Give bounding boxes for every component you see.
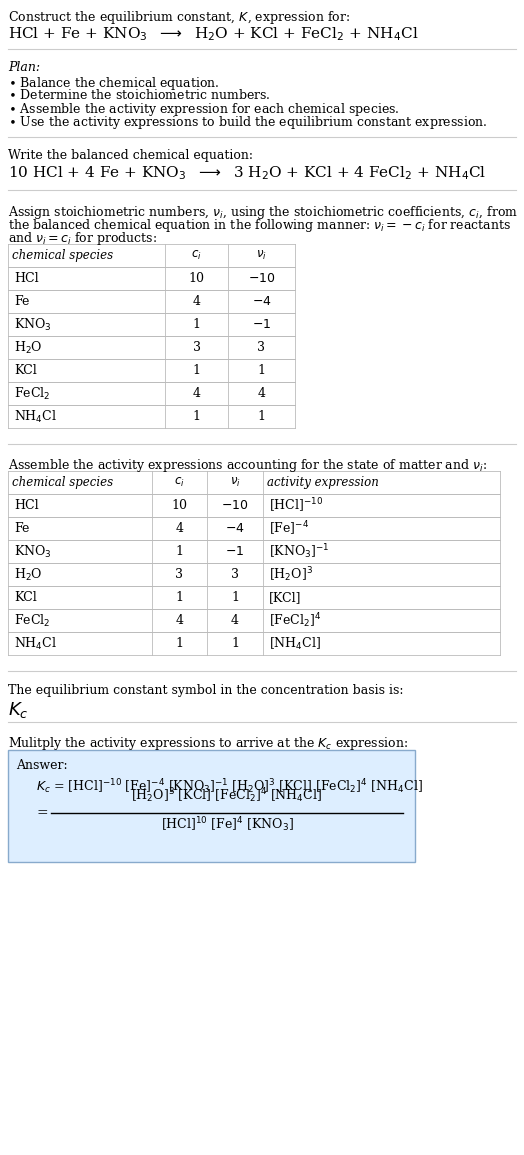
Text: $-10$: $-10$ xyxy=(248,271,275,285)
Text: KCl: KCl xyxy=(14,591,37,604)
Bar xyxy=(8,313,295,336)
Text: 3: 3 xyxy=(231,568,239,581)
Text: $\nu_i$: $\nu_i$ xyxy=(230,476,241,489)
Text: 4: 4 xyxy=(192,295,201,308)
Text: [KNO$_3$]$^{-1}$: [KNO$_3$]$^{-1}$ xyxy=(269,542,330,561)
Text: 4: 4 xyxy=(176,614,183,627)
Bar xyxy=(8,359,295,382)
Text: $\bullet$ Balance the chemical equation.: $\bullet$ Balance the chemical equation. xyxy=(8,75,220,92)
Text: H$_2$O: H$_2$O xyxy=(14,566,42,582)
Bar xyxy=(8,382,295,405)
Bar xyxy=(8,541,500,562)
Text: HCl + Fe + KNO$_3$  $\longrightarrow$  H$_2$O + KCl + FeCl$_2$ + NH$_4$Cl: HCl + Fe + KNO$_3$ $\longrightarrow$ H$_… xyxy=(8,25,419,43)
Text: [H$_2$O]$^3$ [KCl] [FeCl$_2$]$^4$ [NH$_4$Cl]: [H$_2$O]$^3$ [KCl] [FeCl$_2$]$^4$ [NH$_4… xyxy=(132,787,323,805)
Text: KNO$_3$: KNO$_3$ xyxy=(14,544,51,559)
Text: [KCl]: [KCl] xyxy=(269,591,301,604)
Text: NH$_4$Cl: NH$_4$Cl xyxy=(14,635,57,651)
Text: H$_2$O: H$_2$O xyxy=(14,340,42,356)
Text: 1: 1 xyxy=(231,638,239,650)
Bar xyxy=(8,336,295,359)
Text: 4: 4 xyxy=(257,387,266,400)
Text: Mulitply the activity expressions to arrive at the $K_c$ expression:: Mulitply the activity expressions to arr… xyxy=(8,735,408,752)
Bar xyxy=(8,609,500,632)
Bar xyxy=(8,562,500,586)
Text: 3: 3 xyxy=(257,341,266,353)
Text: 4: 4 xyxy=(231,614,239,627)
Text: [H$_2$O]$^3$: [H$_2$O]$^3$ xyxy=(269,565,313,583)
Text: FeCl$_2$: FeCl$_2$ xyxy=(14,386,50,402)
Text: $c_i$: $c_i$ xyxy=(174,476,185,489)
Text: Answer:: Answer: xyxy=(16,759,68,772)
Text: activity expression: activity expression xyxy=(267,476,379,489)
Text: 1: 1 xyxy=(176,545,183,558)
Text: [Fe]$^{-4}$: [Fe]$^{-4}$ xyxy=(269,520,309,538)
Bar xyxy=(8,290,295,313)
Text: 1: 1 xyxy=(176,638,183,650)
Text: Assign stoichiometric numbers, $\nu_i$, using the stoichiometric coefficients, $: Assign stoichiometric numbers, $\nu_i$, … xyxy=(8,204,518,221)
Text: $-10$: $-10$ xyxy=(221,499,249,512)
Text: $-4$: $-4$ xyxy=(252,295,271,308)
Bar xyxy=(8,494,500,517)
Text: Assemble the activity expressions accounting for the state of matter and $\nu_i$: Assemble the activity expressions accoun… xyxy=(8,457,487,474)
Text: $\bullet$ Use the activity expressions to build the equilibrium constant express: $\bullet$ Use the activity expressions t… xyxy=(8,114,487,131)
Bar xyxy=(8,517,500,541)
Text: Construct the equilibrium constant, $K$, expression for:: Construct the equilibrium constant, $K$,… xyxy=(8,9,350,27)
Bar xyxy=(8,405,295,429)
Text: 3: 3 xyxy=(176,568,183,581)
Text: the balanced chemical equation in the following manner: $\nu_i = -c_i$ for react: the balanced chemical equation in the fo… xyxy=(8,217,511,234)
Bar xyxy=(8,267,295,290)
Bar xyxy=(8,471,500,494)
Text: [HCl]$^{-10}$: [HCl]$^{-10}$ xyxy=(269,497,323,515)
Text: $K_c$ = [HCl]$^{-10}$ [Fe]$^{-4}$ [KNO$_3$]$^{-1}$ [H$_2$O]$^3$ [KCl] [FeCl$_2$]: $K_c$ = [HCl]$^{-10}$ [Fe]$^{-4}$ [KNO$_… xyxy=(36,777,423,796)
Bar xyxy=(8,586,500,609)
Text: 1: 1 xyxy=(257,410,266,423)
Text: KCl: KCl xyxy=(14,364,37,377)
Text: 1: 1 xyxy=(176,591,183,604)
Text: $-1$: $-1$ xyxy=(225,545,245,558)
Text: 10 HCl + 4 Fe + KNO$_3$  $\longrightarrow$  3 H$_2$O + KCl + 4 FeCl$_2$ + NH$_4$: 10 HCl + 4 Fe + KNO$_3$ $\longrightarrow… xyxy=(8,164,486,181)
Text: 1: 1 xyxy=(231,591,239,604)
Bar xyxy=(8,750,415,862)
Bar xyxy=(8,244,295,267)
Text: =: = xyxy=(36,806,48,820)
Text: chemical species: chemical species xyxy=(12,249,113,262)
Text: 4: 4 xyxy=(176,522,183,535)
Text: $\bullet$ Assemble the activity expression for each chemical species.: $\bullet$ Assemble the activity expressi… xyxy=(8,100,400,118)
Text: [NH$_4$Cl]: [NH$_4$Cl] xyxy=(269,635,321,651)
Text: 1: 1 xyxy=(257,364,266,377)
Text: and $\nu_i = c_i$ for products:: and $\nu_i = c_i$ for products: xyxy=(8,230,157,247)
Text: NH$_4$Cl: NH$_4$Cl xyxy=(14,409,57,425)
Text: 4: 4 xyxy=(192,387,201,400)
Text: [FeCl$_2$]$^4$: [FeCl$_2$]$^4$ xyxy=(269,611,322,629)
Text: KNO$_3$: KNO$_3$ xyxy=(14,316,51,333)
Bar xyxy=(8,632,500,655)
Text: $-1$: $-1$ xyxy=(252,318,271,331)
Text: 10: 10 xyxy=(189,271,204,285)
Text: $\bullet$ Determine the stoichiometric numbers.: $\bullet$ Determine the stoichiometric n… xyxy=(8,88,270,102)
Text: $\nu_i$: $\nu_i$ xyxy=(256,249,267,262)
Text: 10: 10 xyxy=(171,499,188,512)
Text: $c_i$: $c_i$ xyxy=(191,249,202,262)
Text: HCl: HCl xyxy=(14,499,39,512)
Text: 1: 1 xyxy=(192,410,201,423)
Text: 3: 3 xyxy=(192,341,201,353)
Text: Fe: Fe xyxy=(14,522,29,535)
Text: The equilibrium constant symbol in the concentration basis is:: The equilibrium constant symbol in the c… xyxy=(8,684,403,696)
Text: chemical species: chemical species xyxy=(12,476,113,489)
Text: HCl: HCl xyxy=(14,271,39,285)
Text: Plan:: Plan: xyxy=(8,61,40,74)
Text: $-4$: $-4$ xyxy=(225,522,245,535)
Text: FeCl$_2$: FeCl$_2$ xyxy=(14,612,50,628)
Text: 1: 1 xyxy=(192,364,201,377)
Text: Write the balanced chemical equation:: Write the balanced chemical equation: xyxy=(8,149,253,162)
Text: 1: 1 xyxy=(192,318,201,331)
Text: [HCl]$^{10}$ [Fe]$^4$ [KNO$_3$]: [HCl]$^{10}$ [Fe]$^4$ [KNO$_3$] xyxy=(160,815,293,834)
Text: Fe: Fe xyxy=(14,295,29,308)
Text: $K_c$: $K_c$ xyxy=(8,700,29,720)
